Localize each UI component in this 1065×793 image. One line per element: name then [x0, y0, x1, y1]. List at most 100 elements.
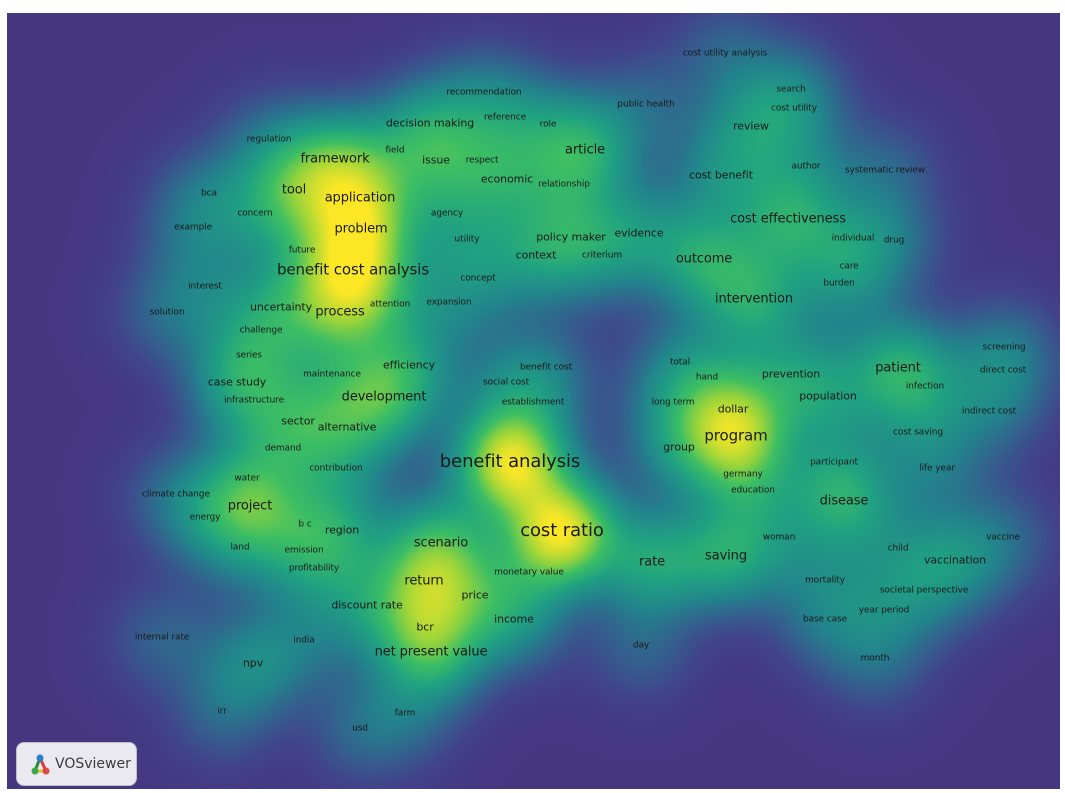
term-label[interactable]: discount rate	[331, 598, 403, 612]
term-label[interactable]: systematic review	[845, 165, 925, 176]
term-label[interactable]: population	[799, 389, 857, 403]
term-label[interactable]: cost ratio	[520, 520, 604, 541]
term-label[interactable]: mortality	[805, 575, 845, 586]
term-label[interactable]: public health	[617, 99, 675, 110]
term-label[interactable]: context	[515, 248, 557, 262]
term-label[interactable]: maintenance	[303, 369, 361, 380]
term-label[interactable]: cost effectiveness	[730, 211, 846, 227]
term-label[interactable]: problem	[334, 221, 388, 237]
term-label[interactable]: challenge	[239, 325, 283, 336]
term-label[interactable]: return	[404, 573, 444, 589]
term-label[interactable]: land	[230, 542, 250, 553]
term-label[interactable]: author	[791, 161, 821, 172]
term-label[interactable]: sector	[281, 414, 315, 428]
term-label[interactable]: price	[461, 588, 489, 602]
term-label[interactable]: article	[564, 142, 606, 158]
term-label[interactable]: outcome	[675, 251, 733, 267]
term-label[interactable]: infection	[905, 381, 945, 392]
term-label[interactable]: group	[663, 440, 695, 454]
term-label[interactable]: saving	[705, 548, 747, 564]
term-label[interactable]: bcr	[416, 620, 434, 634]
term-label[interactable]: infrastructure	[223, 395, 285, 406]
term-label[interactable]: disease	[819, 493, 869, 509]
term-label[interactable]: profitability	[288, 563, 340, 574]
term-label[interactable]: example	[173, 222, 213, 233]
term-label[interactable]: intervention	[715, 291, 793, 307]
term-label[interactable]: rate	[638, 554, 666, 570]
term-label[interactable]: burden	[823, 278, 855, 289]
term-label[interactable]: drug	[883, 235, 905, 246]
term-label[interactable]: recommendation	[446, 87, 522, 98]
term-label[interactable]: benefit analysis	[439, 451, 581, 472]
term-label[interactable]: policy maker	[536, 230, 606, 244]
term-label[interactable]: establishment	[501, 397, 565, 408]
term-label[interactable]: npv	[242, 656, 264, 670]
term-label[interactable]: participant	[810, 457, 858, 468]
term-label[interactable]: role	[539, 119, 557, 130]
term-label[interactable]: decision making	[385, 116, 475, 130]
term-label[interactable]: climate change	[142, 489, 210, 500]
term-label[interactable]: relationship	[538, 179, 590, 190]
term-label[interactable]: region	[324, 523, 360, 537]
term-label[interactable]: day	[632, 640, 650, 651]
term-label[interactable]: agency	[430, 208, 464, 219]
term-label[interactable]: education	[731, 485, 775, 496]
density-map[interactable]: cost utility analysis recommendation searc…	[7, 13, 1060, 789]
term-label[interactable]: interest	[188, 281, 222, 292]
term-label[interactable]: child	[887, 543, 909, 554]
term-label[interactable]: scenario	[413, 535, 469, 551]
term-label[interactable]: individual	[831, 233, 875, 244]
term-label[interactable]: emission	[284, 545, 324, 556]
term-label[interactable]: monetary value	[494, 567, 564, 578]
term-label[interactable]: uncertainty	[249, 300, 313, 314]
term-label[interactable]: respect	[465, 155, 499, 166]
term-label[interactable]: life year	[919, 463, 955, 474]
term-label[interactable]: income	[494, 612, 534, 626]
term-label[interactable]: benefit cost analysis	[276, 260, 430, 279]
term-label[interactable]: irr	[217, 706, 227, 717]
term-label[interactable]: prevention	[761, 367, 821, 381]
term-label[interactable]: direct cost	[979, 365, 1027, 376]
term-label[interactable]: indirect cost	[961, 406, 1017, 417]
term-label[interactable]: germany	[723, 469, 763, 480]
term-label[interactable]: framework	[300, 151, 370, 167]
term-label[interactable]: cost utility	[771, 103, 817, 114]
term-label[interactable]: farm	[394, 708, 416, 719]
term-label[interactable]: tool	[281, 182, 307, 198]
term-label[interactable]: economic	[480, 172, 534, 186]
term-label[interactable]: demand	[264, 443, 302, 454]
term-label[interactable]: development	[341, 389, 427, 405]
term-label[interactable]: evidence	[614, 226, 664, 240]
term-label[interactable]: total	[669, 357, 691, 368]
term-label[interactable]: cost utility analysis	[682, 48, 768, 59]
term-label[interactable]: bca	[201, 188, 217, 199]
term-label[interactable]: hand	[695, 372, 719, 383]
term-label[interactable]: dollar	[717, 402, 749, 416]
term-label[interactable]: societal perspective	[879, 585, 969, 596]
term-label[interactable]: attention	[369, 299, 411, 310]
term-label[interactable]: patient	[875, 360, 921, 376]
term-label[interactable]: regulation	[246, 134, 292, 145]
term-label[interactable]: screening	[982, 342, 1026, 353]
term-label[interactable]: cost benefit	[689, 168, 753, 182]
term-label[interactable]: usd	[352, 723, 368, 734]
term-label[interactable]: water	[234, 473, 260, 484]
term-label[interactable]: social cost	[482, 377, 530, 388]
term-label[interactable]: vaccination	[923, 553, 987, 567]
term-label[interactable]: woman	[762, 532, 796, 543]
term-label[interactable]: program	[704, 426, 768, 445]
term-label[interactable]: expansion	[426, 297, 472, 308]
term-label[interactable]: vaccine	[986, 532, 1020, 543]
term-label[interactable]: concept	[460, 273, 496, 284]
term-label[interactable]: project	[227, 498, 273, 514]
term-label[interactable]: internal rate	[134, 632, 190, 643]
term-label[interactable]: month	[860, 653, 890, 664]
term-label[interactable]: india	[293, 635, 315, 646]
term-label[interactable]: field	[385, 145, 405, 156]
term-label[interactable]: future	[288, 245, 316, 256]
term-label[interactable]: b c	[298, 519, 312, 530]
term-label[interactable]: base case	[802, 614, 848, 625]
term-label[interactable]: year period	[858, 605, 910, 616]
term-label[interactable]: concern	[237, 208, 273, 219]
term-label[interactable]: series	[235, 350, 263, 361]
